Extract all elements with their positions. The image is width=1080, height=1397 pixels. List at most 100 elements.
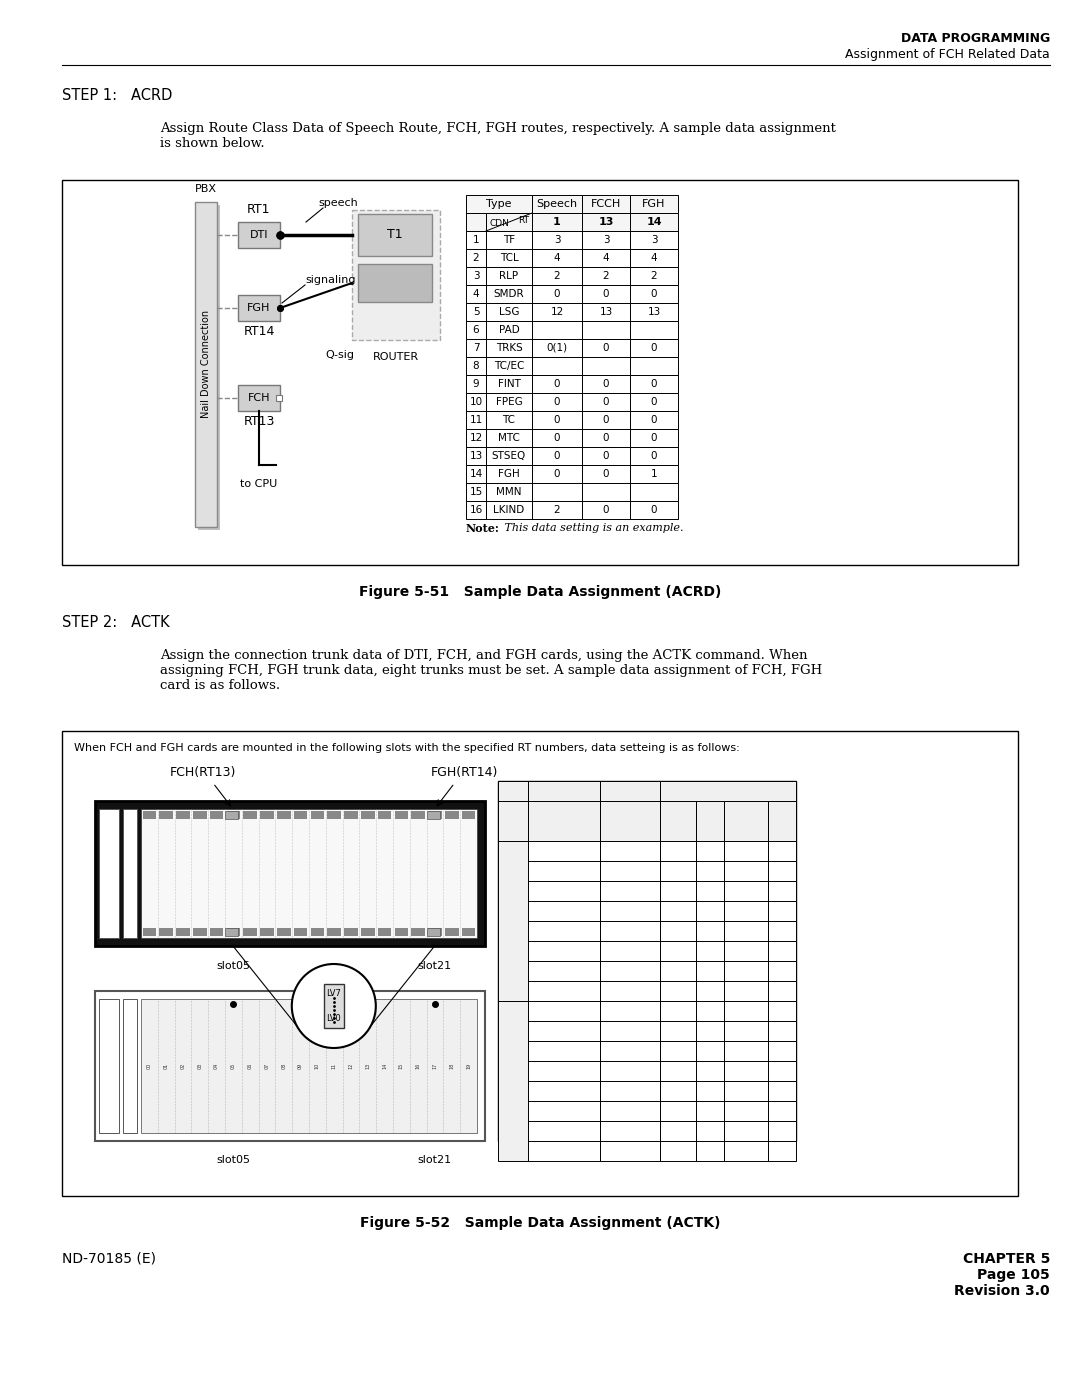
Bar xyxy=(600,981,660,1002)
Bar xyxy=(465,393,486,411)
Bar xyxy=(768,1021,796,1041)
Bar xyxy=(528,1081,600,1101)
Text: 0: 0 xyxy=(554,289,561,299)
Text: , 1  ,  4: , 1 , 4 xyxy=(545,1046,582,1056)
Text: , 1  ,  3: , 1 , 3 xyxy=(545,847,582,856)
Bar xyxy=(660,901,696,921)
Bar xyxy=(724,1081,768,1101)
Bar xyxy=(352,210,440,339)
Text: 4: 4 xyxy=(779,1085,785,1097)
Bar xyxy=(361,928,375,936)
Text: FCCH: FCCH xyxy=(591,198,621,210)
Bar xyxy=(465,285,486,303)
Text: 0: 0 xyxy=(706,886,713,895)
Text: 2: 2 xyxy=(603,271,609,281)
Bar xyxy=(660,921,696,942)
Bar xyxy=(768,1002,796,1021)
Bar xyxy=(696,981,724,1002)
Bar xyxy=(486,502,532,520)
Bar xyxy=(99,999,119,1133)
Bar xyxy=(660,1041,696,1060)
Bar xyxy=(123,999,137,1133)
Bar xyxy=(582,267,630,285)
Bar xyxy=(528,901,600,921)
Text: 0: 0 xyxy=(603,379,609,388)
Bar xyxy=(660,1002,696,1021)
Bar xyxy=(465,196,532,212)
Text: RT14: RT14 xyxy=(243,326,274,338)
Bar xyxy=(600,1021,660,1041)
Text: 2: 2 xyxy=(554,504,561,515)
Bar xyxy=(696,901,724,921)
Text: 1: 1 xyxy=(706,1085,713,1097)
Text: 5: 5 xyxy=(473,307,480,317)
Bar xyxy=(465,429,486,447)
Text: 0: 0 xyxy=(554,433,561,443)
Text: 0: 0 xyxy=(706,907,713,916)
Text: , 1  ,  4: , 1 , 4 xyxy=(545,1006,582,1016)
Bar xyxy=(532,358,582,374)
Text: Nail Down Connection: Nail Down Connection xyxy=(201,310,211,418)
Bar xyxy=(486,374,532,393)
Text: 00: 00 xyxy=(147,1063,152,1069)
Bar xyxy=(210,928,224,936)
Bar xyxy=(143,812,157,819)
Text: RT13: RT13 xyxy=(243,415,274,427)
Text: 0 , 0: 0 , 0 xyxy=(667,866,689,876)
Bar xyxy=(696,1120,724,1141)
Text: 1 , 5: 1 , 5 xyxy=(735,1066,757,1076)
Bar xyxy=(445,812,459,819)
Bar xyxy=(630,303,678,321)
Bar xyxy=(660,781,796,800)
Text: to CPU: to CPU xyxy=(241,479,278,489)
Text: FCH(RT13): FCH(RT13) xyxy=(508,895,518,947)
Text: 0 , 0: 0 , 0 xyxy=(667,1106,689,1116)
Bar xyxy=(465,465,486,483)
Bar xyxy=(176,812,190,819)
Text: 1: 1 xyxy=(706,1066,713,1076)
Text: 0: 0 xyxy=(603,397,609,407)
Bar xyxy=(532,303,582,321)
Text: 11: 11 xyxy=(470,415,483,425)
Text: 0-3: 0-3 xyxy=(702,826,718,835)
Bar xyxy=(582,339,630,358)
Text: 1: 1 xyxy=(706,1025,713,1037)
Text: 06: 06 xyxy=(247,1063,253,1069)
Text: C_RT: C_RT xyxy=(552,806,577,816)
Bar xyxy=(498,800,528,841)
Bar xyxy=(528,1041,600,1060)
Text: 0: 0 xyxy=(603,504,609,515)
Bar xyxy=(660,841,696,861)
Bar xyxy=(198,205,220,529)
Text: Assign the connection trunk data of DTI, FCH, and FGH cards, using the ACTK comm: Assign the connection trunk data of DTI,… xyxy=(160,650,822,692)
Text: RT1: RT1 xyxy=(247,203,271,217)
Text: FCH(RT13): FCH(RT13) xyxy=(170,766,237,780)
Text: Figure 5-52   Sample Data Assignment (ACTK): Figure 5-52 Sample Data Assignment (ACTK… xyxy=(360,1215,720,1229)
Text: 12: 12 xyxy=(551,307,564,317)
Text: STSEQ: STSEQ xyxy=(491,451,526,461)
Bar xyxy=(361,812,375,819)
Bar xyxy=(768,841,796,861)
Text: 1 , 5: 1 , 5 xyxy=(735,1006,757,1016)
Bar xyxy=(394,928,408,936)
Text: ND-70185 (E): ND-70185 (E) xyxy=(62,1252,156,1266)
Text: 5: 5 xyxy=(647,1085,654,1097)
Text: , 1  ,  3: , 1 , 3 xyxy=(545,926,582,936)
Text: 12: 12 xyxy=(349,1063,353,1069)
Text: , 1  ,  4: , 1 , 4 xyxy=(545,1025,582,1037)
Text: 0 , 0: 0 , 0 xyxy=(667,986,689,996)
Text: 04: 04 xyxy=(214,1063,219,1069)
Bar xyxy=(600,1002,660,1021)
Text: 13: 13 xyxy=(598,217,613,226)
Bar xyxy=(582,321,630,339)
Bar xyxy=(528,942,600,961)
Text: 0 , 0: 0 , 0 xyxy=(667,886,689,895)
Bar xyxy=(660,800,696,841)
Text: 0: 0 xyxy=(651,504,658,515)
Text: 0 , 0: 0 , 0 xyxy=(667,965,689,977)
Bar xyxy=(582,358,630,374)
Text: 0 , 3: 0 , 3 xyxy=(735,886,757,895)
Bar xyxy=(227,812,240,819)
Text: ROUTER: ROUTER xyxy=(373,352,419,362)
Text: 00-07: 00-07 xyxy=(664,826,692,835)
